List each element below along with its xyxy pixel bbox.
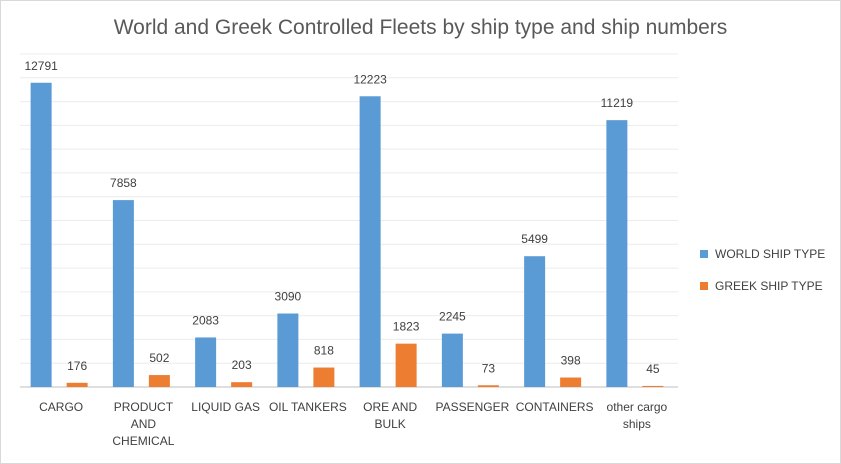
- data-label: 11219: [601, 96, 634, 110]
- bars: [30, 82, 664, 387]
- bar-world: [359, 96, 381, 387]
- bar-greek: [66, 382, 88, 387]
- legend-swatch: [700, 282, 708, 290]
- x-tick-label-line: BULK: [374, 417, 405, 431]
- data-label: 73: [482, 361, 496, 375]
- x-tick-label: PASSENGER: [435, 400, 509, 414]
- bar-greek: [231, 382, 253, 387]
- x-tick-label-line: ORE AND: [363, 400, 417, 414]
- bar-greek: [395, 343, 417, 387]
- data-label: 12223: [353, 72, 387, 86]
- bar-greek: [560, 377, 582, 387]
- data-label: 176: [67, 359, 87, 373]
- x-tick-label-line: CHEMICAL: [112, 434, 174, 448]
- bar-greek: [642, 385, 664, 387]
- x-tick-label-line: CONTAINERS: [516, 400, 594, 414]
- data-label: 12791: [24, 59, 58, 73]
- legend-label: WORLD SHIP TYPE: [715, 247, 825, 261]
- x-tick-label-line: ships: [623, 417, 651, 431]
- bar-greek: [148, 375, 170, 387]
- bar-world: [30, 82, 52, 387]
- x-tick-label: CARGO: [39, 400, 83, 414]
- x-tick-label-line: PRODUCT: [114, 400, 174, 414]
- legend-swatch: [700, 250, 708, 258]
- bar-world: [441, 333, 463, 387]
- bar-world: [195, 337, 217, 387]
- data-label: 818: [314, 344, 334, 358]
- data-label: 2083: [192, 313, 219, 327]
- x-tick-label: ORE AND BULK: [363, 400, 417, 431]
- data-label: 203: [232, 358, 252, 372]
- data-label: 5499: [521, 232, 548, 246]
- data-label: 3090: [275, 290, 302, 304]
- x-tick-label-line: CARGO: [39, 400, 83, 414]
- x-tick-label-line: LIQUID GAS: [191, 400, 260, 414]
- bar-greek: [477, 385, 499, 387]
- data-label: 2245: [439, 310, 466, 324]
- legend-label: GREEK SHIP TYPE: [715, 279, 823, 293]
- data-label: 502: [149, 351, 169, 365]
- x-tick-label-line: other cargo: [607, 400, 668, 414]
- bar-world: [524, 256, 546, 387]
- data-label: 1823: [393, 320, 420, 334]
- data-label: 7858: [110, 176, 137, 190]
- data-label: 45: [646, 362, 660, 376]
- x-tick-label-line: AND: [131, 417, 157, 431]
- x-tick-label: LIQUID GAS: [191, 400, 260, 414]
- x-tick-labels: CARGO PRODUCT AND CHEMICAL LIQUID GAS OIL TAN…: [39, 400, 667, 448]
- data-labels: 12791 176 7858 502 2083 203 3090 818 12223 1823 22…: [24, 59, 659, 376]
- x-tick-label: PRODUCT AND CHEMICAL: [112, 400, 174, 448]
- x-tick-label: other cargo ships: [607, 400, 668, 431]
- bar-world: [112, 200, 134, 387]
- data-label: 398: [561, 354, 581, 368]
- x-tick-label: CONTAINERS: [516, 400, 594, 414]
- legend: WORLD SHIP TYPE GREEK SHIP TYPE: [700, 247, 825, 293]
- chart-title: World and Greek Controlled Fleets by shi…: [113, 16, 728, 39]
- bar-world: [606, 120, 628, 387]
- bar-world: [277, 313, 299, 387]
- x-tick-label: OIL TANKERS: [269, 400, 347, 414]
- x-tick-label-line: OIL TANKERS: [269, 400, 347, 414]
- bar-greek: [313, 367, 335, 387]
- x-tick-label-line: PASSENGER: [435, 400, 509, 414]
